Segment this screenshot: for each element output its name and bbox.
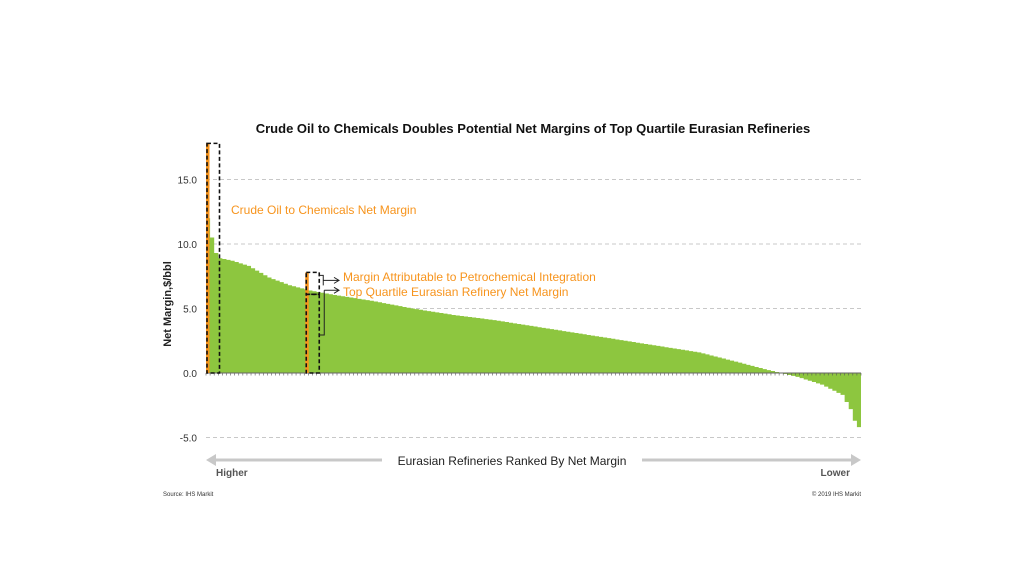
annotation-crude-to-chemicals: Crude Oil to Chemicals Net Margin xyxy=(231,203,416,217)
y-axis-label: Net Margin,$/bbl xyxy=(162,261,174,347)
y-tick-label: 5.0 xyxy=(183,305,197,316)
top-quartile-bar xyxy=(305,272,309,373)
annotation-petchem-integration: Margin Attributable to Petrochemical Int… xyxy=(343,270,596,284)
crude-to-chemicals-dashed-box xyxy=(206,142,221,374)
net-margin-area xyxy=(206,218,861,428)
y-tick-label: -5.0 xyxy=(180,434,198,445)
chart-title: Crude Oil to Chemicals Doubles Potential… xyxy=(256,121,811,136)
x-axis-right-end-label: Lower xyxy=(821,468,851,479)
petchem-callout-arrow xyxy=(319,274,340,286)
copyright-note: © 2019 IHS Markit xyxy=(812,491,861,498)
y-tick-label: 10.0 xyxy=(178,240,198,251)
y-tick-label: 0.0 xyxy=(183,369,197,380)
annotation-top-quartile: Top Quartile Eurasian Refinery Net Margi… xyxy=(343,285,568,299)
x-axis-left-end-label: Higher xyxy=(216,468,248,479)
y-tick-label: 15.0 xyxy=(178,176,198,187)
x-axis-label: Eurasian Refineries Ranked By Net Margin xyxy=(398,454,627,468)
source-note: Source: IHS Markit xyxy=(163,492,214,498)
crude-to-chemicals-bar xyxy=(206,143,210,373)
top-quartile-dashed-box xyxy=(305,293,321,374)
x-axis-arrow xyxy=(206,454,861,466)
y-tick-labels: 15.0 10.0 5.0 0.0 -5.0 xyxy=(178,176,198,445)
top-quartile-callout-arrow xyxy=(319,286,340,336)
